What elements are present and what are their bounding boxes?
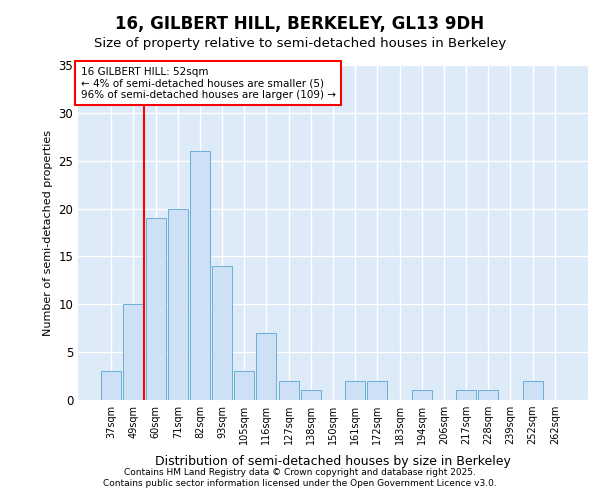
- Text: Contains HM Land Registry data © Crown copyright and database right 2025.
Contai: Contains HM Land Registry data © Crown c…: [103, 468, 497, 487]
- Bar: [256, 333, 277, 400]
- Bar: [278, 381, 299, 400]
- Bar: [523, 381, 542, 400]
- Text: 16 GILBERT HILL: 52sqm
← 4% of semi-detached houses are smaller (5)
96% of semi-: 16 GILBERT HILL: 52sqm ← 4% of semi-deta…: [80, 66, 335, 100]
- Bar: [212, 266, 232, 400]
- X-axis label: Distribution of semi-detached houses by size in Berkeley: Distribution of semi-detached houses by …: [155, 456, 511, 468]
- Text: 16, GILBERT HILL, BERKELEY, GL13 9DH: 16, GILBERT HILL, BERKELEY, GL13 9DH: [115, 15, 485, 33]
- Bar: [168, 208, 188, 400]
- Bar: [367, 381, 388, 400]
- Bar: [301, 390, 321, 400]
- Bar: [124, 304, 143, 400]
- Bar: [478, 390, 498, 400]
- Bar: [146, 218, 166, 400]
- Text: Size of property relative to semi-detached houses in Berkeley: Size of property relative to semi-detach…: [94, 38, 506, 51]
- Bar: [234, 372, 254, 400]
- Bar: [456, 390, 476, 400]
- Bar: [412, 390, 432, 400]
- Bar: [345, 381, 365, 400]
- Bar: [190, 151, 210, 400]
- Bar: [101, 372, 121, 400]
- Y-axis label: Number of semi-detached properties: Number of semi-detached properties: [43, 130, 53, 336]
